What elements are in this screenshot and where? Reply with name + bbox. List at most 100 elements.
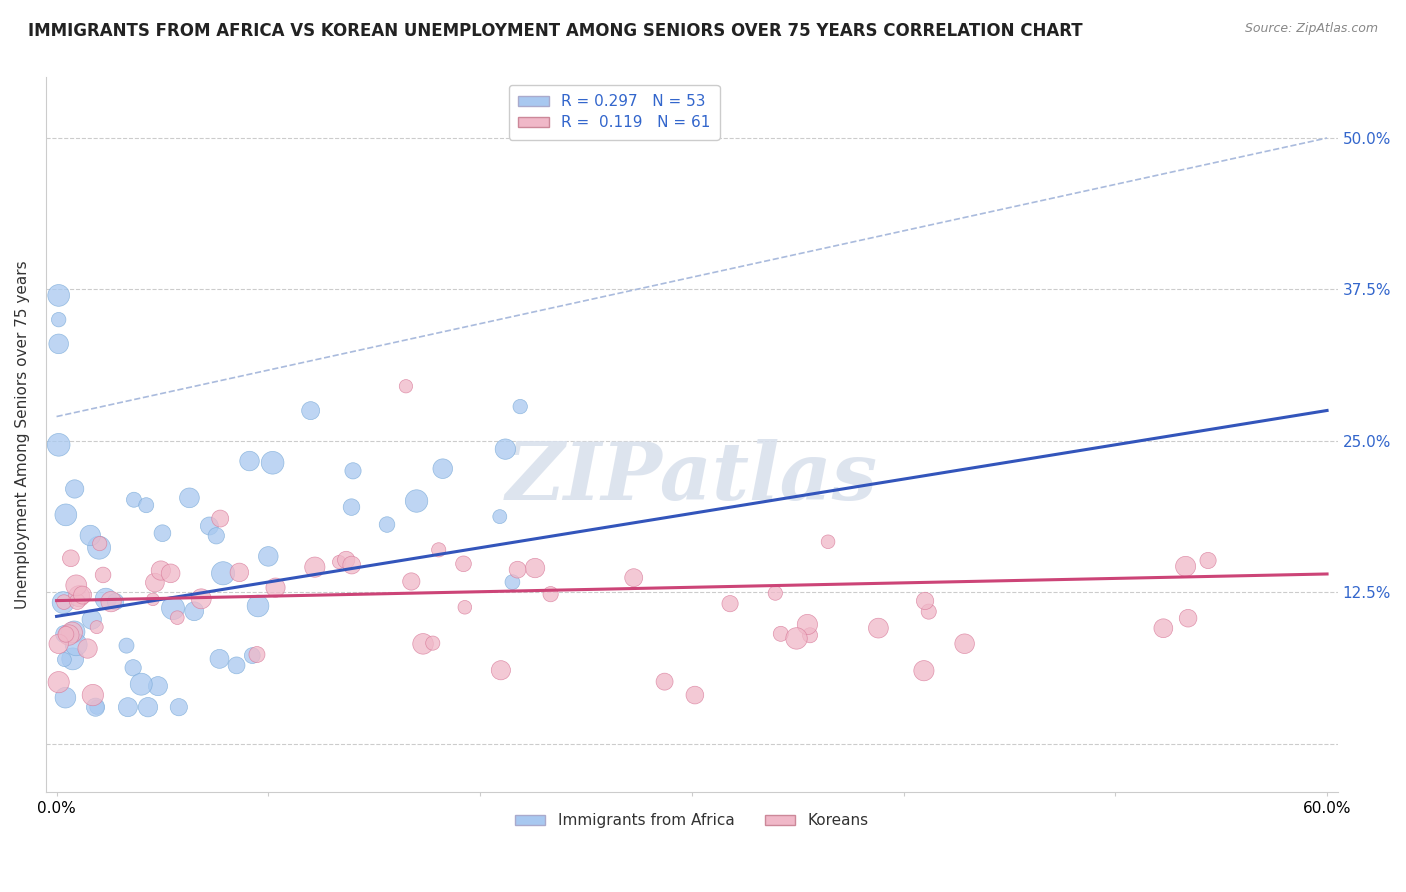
Point	[48, 637, 70, 651]
Point	[129, 677, 152, 691]
Point	[86, 620, 108, 634]
Point	[328, 555, 350, 569]
Point	[506, 563, 529, 577]
Text: IMMIGRANTS FROM AFRICA VS KOREAN UNEMPLOYMENT AMONG SENIORS OVER 75 YEARS CORREL: IMMIGRANTS FROM AFRICA VS KOREAN UNEMPLO…	[28, 22, 1083, 40]
Point	[228, 566, 250, 580]
Point	[91, 568, 114, 582]
Point	[953, 637, 976, 651]
Point	[1152, 621, 1174, 635]
Point	[58, 628, 80, 642]
Point	[494, 442, 516, 457]
Point	[405, 494, 427, 508]
Point	[1197, 553, 1219, 567]
Point	[80, 613, 103, 627]
Point	[375, 517, 398, 532]
Point	[257, 549, 280, 564]
Point	[79, 528, 101, 542]
Point	[335, 553, 357, 567]
Point	[183, 604, 205, 618]
Point	[454, 600, 477, 615]
Point	[72, 588, 94, 602]
Point	[769, 627, 792, 641]
Point	[84, 700, 107, 714]
Point	[683, 688, 706, 702]
Point	[654, 674, 676, 689]
Point	[52, 596, 75, 610]
Point	[912, 664, 935, 678]
Point	[149, 564, 172, 578]
Point	[763, 586, 786, 600]
Point	[799, 628, 821, 642]
Point	[65, 578, 87, 592]
Point	[914, 594, 936, 608]
Point	[208, 652, 231, 666]
Point	[432, 461, 454, 475]
Point	[115, 639, 138, 653]
Point	[62, 652, 84, 666]
Point	[142, 592, 165, 607]
Point	[117, 700, 139, 714]
Point	[89, 536, 111, 550]
Point	[162, 601, 184, 615]
Point	[122, 492, 145, 507]
Point	[238, 454, 260, 468]
Text: Source: ZipAtlas.com: Source: ZipAtlas.com	[1244, 22, 1378, 36]
Point	[509, 400, 531, 414]
Point	[918, 605, 941, 619]
Point	[718, 597, 741, 611]
Point	[412, 637, 434, 651]
Point	[135, 498, 157, 512]
Point	[87, 541, 110, 555]
Point	[540, 587, 562, 601]
Point	[100, 594, 122, 608]
Point	[796, 617, 818, 632]
Point	[401, 574, 423, 589]
Point	[55, 690, 77, 705]
Point	[817, 534, 839, 549]
Point	[501, 575, 523, 590]
Point	[167, 700, 190, 714]
Point	[66, 594, 89, 608]
Point	[48, 438, 70, 452]
Point	[212, 566, 235, 581]
Text: ZIPatlas: ZIPatlas	[506, 439, 877, 516]
Point	[63, 482, 86, 496]
Point	[1174, 559, 1197, 574]
Point	[53, 652, 76, 666]
Point	[453, 557, 475, 571]
Point	[246, 648, 269, 662]
Point	[205, 529, 228, 543]
Point	[395, 379, 418, 393]
Point	[264, 581, 287, 595]
Point	[190, 591, 212, 606]
Point	[143, 575, 166, 590]
Point	[868, 621, 890, 635]
Point	[340, 500, 363, 515]
Point	[63, 624, 86, 639]
Point	[122, 661, 145, 675]
Point	[225, 658, 247, 673]
Point	[55, 508, 77, 522]
Point	[179, 491, 201, 505]
Y-axis label: Unemployment Among Seniors over 75 years: Unemployment Among Seniors over 75 years	[15, 260, 30, 609]
Point	[340, 558, 363, 572]
Point	[48, 675, 70, 690]
Point	[136, 700, 159, 714]
Point	[53, 595, 76, 609]
Point	[159, 566, 181, 581]
Point	[146, 679, 169, 693]
Point	[48, 312, 70, 326]
Point	[524, 561, 547, 575]
Point	[67, 589, 90, 603]
Point	[240, 648, 263, 663]
Point	[48, 337, 70, 351]
Point	[166, 610, 188, 624]
Point	[76, 641, 98, 656]
Point	[152, 526, 174, 541]
Point	[422, 636, 444, 650]
Point	[427, 542, 450, 557]
Point	[86, 700, 108, 714]
Point	[94, 591, 117, 606]
Point	[104, 595, 127, 609]
Point	[342, 464, 364, 478]
